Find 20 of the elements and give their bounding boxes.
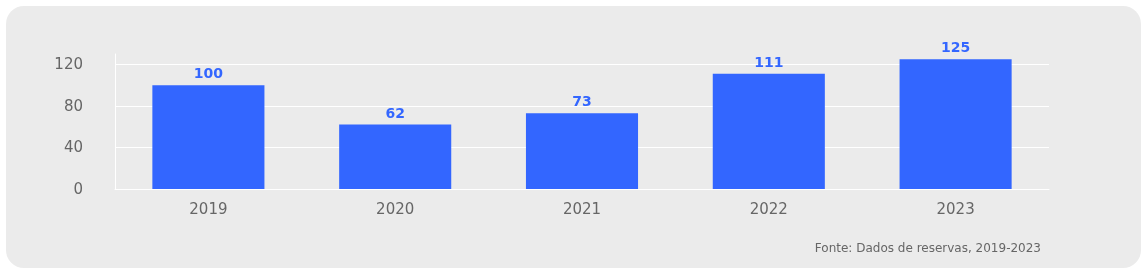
x-tick-label: 2023 — [936, 199, 975, 218]
source-note: Fonte: Dados de reservas, 2019-2023 — [814, 241, 1042, 255]
bar — [712, 73, 825, 189]
x-tick-label: 2022 — [749, 199, 788, 218]
bar — [339, 124, 452, 189]
y-tick-label: 40 — [63, 138, 83, 157]
bar — [152, 85, 265, 189]
x-tick-label: 2020 — [376, 199, 415, 218]
data-label: 62 — [385, 104, 405, 121]
y-tick-label: 0 — [73, 180, 83, 198]
data-label: 125 — [940, 39, 971, 56]
x-tick-label: 2021 — [562, 199, 602, 218]
data-label: 73 — [572, 93, 592, 110]
data-label: 100 — [193, 65, 224, 82]
bar — [525, 113, 639, 189]
bar — [899, 59, 1012, 189]
x-tick-label: 2019 — [189, 199, 228, 218]
y-tick-label: 80 — [63, 96, 83, 115]
data-label: 111 — [754, 53, 784, 70]
y-tick-label: 120 — [54, 55, 83, 74]
